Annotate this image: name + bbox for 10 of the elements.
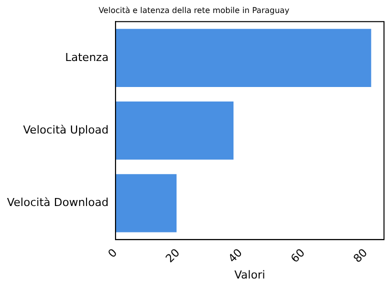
y-tick-label: Velocità Download (6, 196, 109, 210)
x-tick-label: 20 (163, 246, 182, 266)
x-tick-label: 60 (288, 246, 308, 266)
chart-title: Velocità e latenza della rete mobile in Paraguay (98, 6, 290, 15)
y-tick-label: Velocità Upload (23, 123, 109, 136)
x-axis-title: Valori (234, 268, 266, 282)
x-tick-label: 0 (106, 246, 120, 260)
x-tick-label: 40 (226, 246, 245, 266)
x-tick-label: 80 (350, 246, 370, 266)
y-tick-label: Latenza (65, 50, 109, 64)
